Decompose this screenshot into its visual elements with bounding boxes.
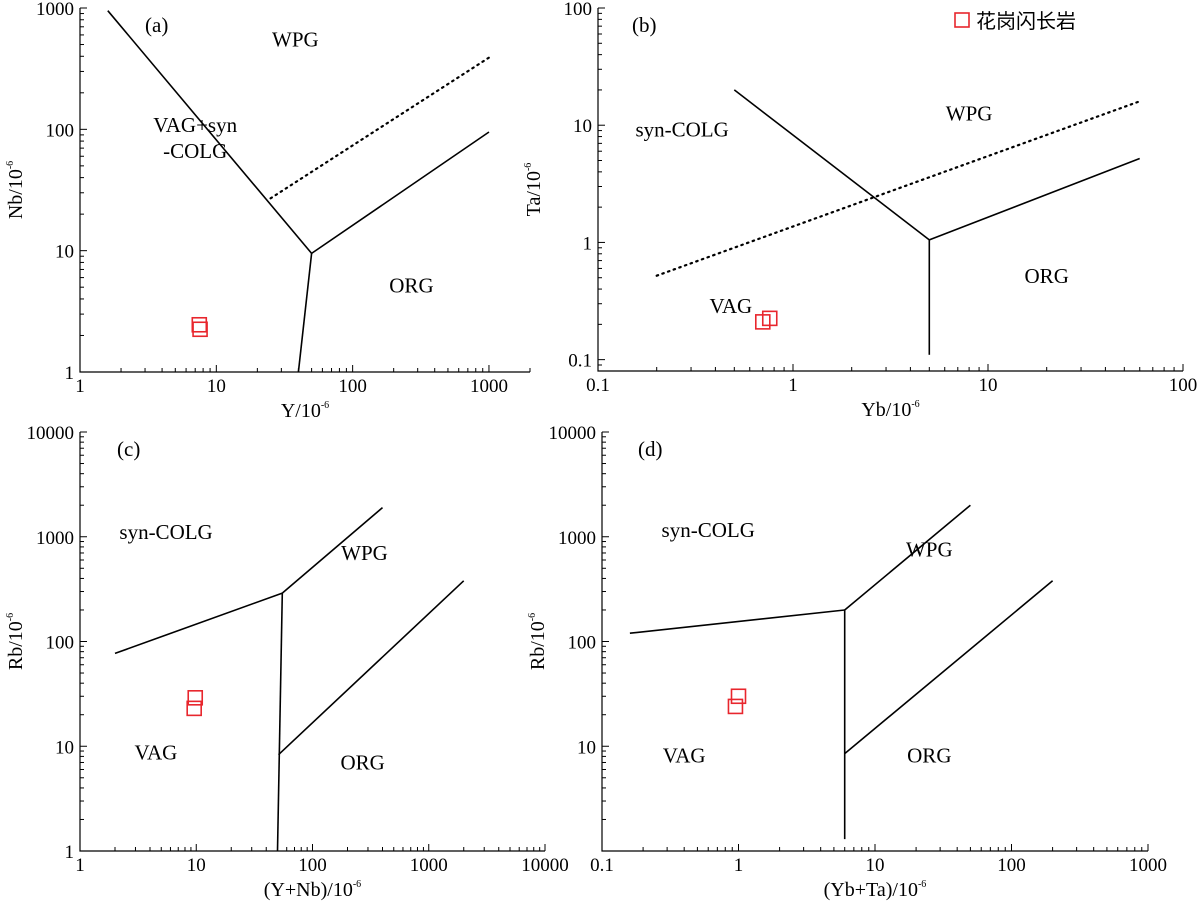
x-tick-label: 100 — [298, 855, 327, 876]
legend: 花岗闪长岩 — [954, 9, 1076, 33]
panel-label: (a) — [145, 13, 168, 37]
region-label: ORG — [1025, 264, 1069, 288]
x-tick-label: 10 — [187, 855, 206, 876]
panel-b-ta-vs-yb: 0.1 1 10 100 0.1 1 10 100 Yb/10-6 Ta/10-6 (b) WPG sy… — [523, 0, 1197, 421]
panel-label: (c) — [117, 437, 140, 461]
y-tick-label: 100 — [564, 0, 593, 20]
panel-label: (b) — [632, 13, 657, 37]
dotted-boundary-line — [655, 100, 1141, 277]
panel-d-rb-vs-yb-plus-ta: 0.1 1 10 100 1000 10 100 1000 10000 (Yb+Ta)/10-6 R… — [527, 423, 1167, 901]
region-label: WPG — [341, 541, 388, 565]
x-tick-label: 1 — [75, 855, 85, 876]
region-label: WPG — [906, 537, 953, 561]
x-axis-label: (Yb+Ta)/10-6 — [824, 879, 927, 901]
boundary-line — [281, 506, 384, 594]
y-tick-label: 10 — [573, 116, 592, 137]
data-point-square — [186, 700, 202, 717]
boundary-line — [733, 89, 930, 241]
y-tick-label: 1 — [583, 233, 593, 254]
x-axis-label: Y/10-6 — [281, 400, 329, 422]
region-label: ORG — [389, 274, 433, 298]
boundary-line — [844, 504, 971, 611]
y-tick-label: 10 — [577, 737, 596, 758]
x-tick-label: 10 — [979, 375, 998, 396]
y-tick-label: 10 — [55, 242, 74, 263]
x-tick-label: 1000 — [1129, 855, 1167, 876]
boundary-line — [277, 580, 465, 756]
x-tick-label: 1000 — [470, 376, 508, 397]
y-tick-label: 1 — [65, 363, 75, 384]
axes-frame — [601, 432, 1148, 852]
x-tick-label: 10 — [207, 376, 226, 397]
y-tick-label: 100 — [46, 120, 75, 141]
region-label: syn-COLG — [662, 518, 755, 542]
region-label: VAG+syn — [153, 113, 237, 137]
y-tick-label: 100 — [46, 633, 75, 654]
dotted-boundary-line — [269, 56, 491, 200]
region-label: VAG — [663, 743, 706, 767]
x-tick-label: 1 — [788, 375, 798, 396]
x-axis-label: Yb/10-6 — [861, 399, 919, 421]
y-tick-label: 1 — [65, 842, 75, 863]
legend-square-icon — [954, 12, 970, 28]
boundary-line — [114, 592, 283, 655]
data-point-square — [187, 690, 204, 706]
x-tick-label: 10 — [866, 855, 885, 876]
panel-c-rb-vs-y-plus-nb: 1 10 100 1000 10000 1 10 100 1000 10000 (Y+Nb)/10-… — [5, 423, 569, 901]
region-label: syn-COLG — [119, 520, 212, 544]
region-label: ORG — [340, 750, 384, 774]
y-tick-label: 1000 — [36, 0, 74, 20]
data-point-square — [727, 698, 744, 715]
boundary-line — [311, 131, 490, 255]
boundary-line — [929, 157, 1140, 241]
region-label: ORG — [907, 743, 951, 767]
region-label: WPG — [272, 28, 319, 52]
panel-label: (d) — [638, 437, 663, 461]
axes-frame — [597, 8, 1183, 372]
region-label: WPG — [946, 101, 993, 125]
x-tick-label: 100 — [338, 376, 367, 397]
y-axis-label: Ta/10-6 — [523, 163, 545, 217]
x-tick-label: 100 — [997, 855, 1026, 876]
x-tick-label: 100 — [1169, 375, 1198, 396]
panel-a-nb-vs-y: 1 10 100 1000 1 10 100 1000 Y/10-6 Nb/10-6 (a) WPG V… — [5, 0, 531, 422]
boundary-line — [297, 253, 313, 373]
region-label: -COLG — [163, 139, 227, 163]
x-tick-label: 0.1 — [590, 855, 614, 876]
data-point-square — [761, 310, 778, 327]
data-point-square — [191, 316, 208, 333]
y-tick-label: 1000 — [558, 528, 596, 549]
region-label: VAG — [709, 294, 752, 318]
y-tick-label: 0.1 — [568, 351, 592, 372]
boundary-line — [107, 10, 313, 254]
x-tick-label: 1 — [75, 376, 85, 397]
y-tick-label: 10000 — [549, 423, 597, 444]
y-tick-label: 1000 — [36, 528, 74, 549]
x-tick-label: 1000 — [410, 855, 448, 876]
y-axis-label: Nb/10-6 — [5, 161, 27, 219]
boundary-line — [276, 593, 284, 852]
x-tick-label: 1 — [734, 855, 744, 876]
y-axis-label: Rb/10-6 — [5, 613, 27, 670]
legend-label: 花岗闪长岩 — [976, 9, 1076, 33]
region-label: VAG — [135, 740, 178, 764]
boundary-line — [844, 580, 1054, 755]
x-tick-label: 10000 — [521, 855, 569, 876]
x-tick-label: 0.1 — [586, 375, 610, 396]
data-point-square — [730, 688, 747, 705]
y-tick-label: 100 — [568, 633, 597, 654]
region-label: syn-COLG — [635, 118, 728, 142]
boundary-line — [629, 609, 845, 634]
y-tick-label: 10 — [55, 737, 74, 758]
y-tick-label: 10000 — [27, 423, 75, 444]
y-axis-label: Rb/10-6 — [527, 613, 549, 670]
x-axis-label: (Y+Nb)/10-6 — [264, 879, 361, 901]
data-point-square — [192, 321, 208, 338]
